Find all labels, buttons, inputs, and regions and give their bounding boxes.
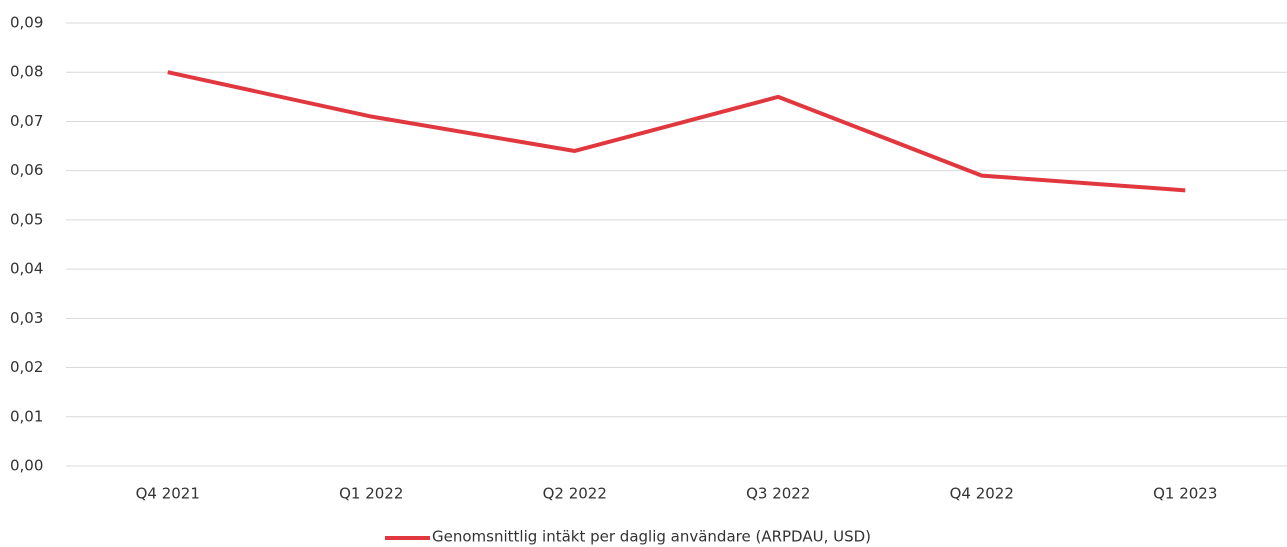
y-tick-label: 0,03 [10, 309, 43, 327]
line-series [167, 70, 1186, 193]
y-tick-label: 0,08 [10, 63, 43, 81]
y-tick-label: 0,06 [10, 161, 43, 179]
x-tick-label: Q4 2021 [136, 485, 200, 503]
x-tick-label: Q4 2022 [950, 485, 1014, 503]
x-tick-label: Q1 2023 [1153, 485, 1217, 503]
y-tick-label: 0,00 [10, 457, 43, 475]
y-tick-label: 0,07 [10, 112, 43, 130]
x-tick-label: Q2 2022 [543, 485, 607, 503]
x-tick-label: Q3 2022 [746, 485, 810, 503]
legend-label: Genomsnittlig intäkt per daglig användar… [432, 528, 871, 546]
y-tick-label: 0,09 [10, 14, 43, 32]
x-tick-label: Q1 2022 [339, 485, 403, 503]
y-tick-label: 0,04 [10, 260, 43, 278]
y-tick-label: 0,01 [10, 407, 43, 425]
y-tick-label: 0,02 [10, 358, 43, 376]
y-tick-label: 0,05 [10, 210, 43, 228]
